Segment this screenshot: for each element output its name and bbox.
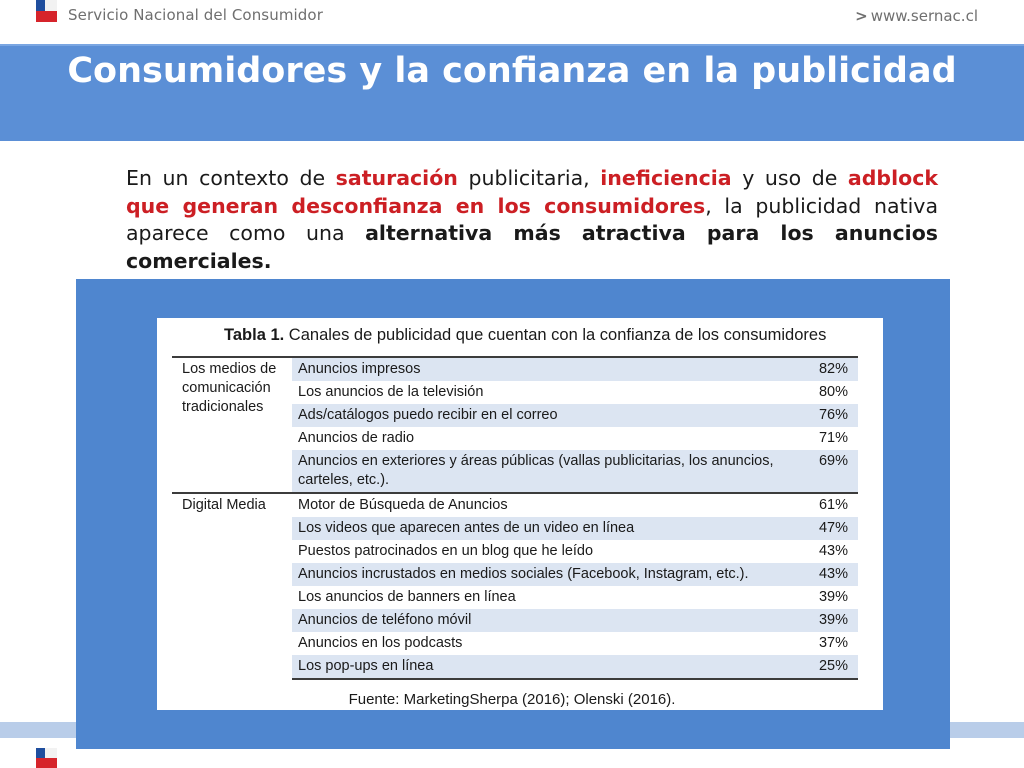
table-value-cell: 69% [792, 450, 858, 493]
table-row: Los pop-ups en línea 25% [172, 655, 858, 680]
para-highlight-adblock: adblock que generan desconfianza en los … [126, 166, 938, 218]
table-item-cell: Anuncios de radio [298, 430, 415, 446]
table-value-cell: 80% [818, 384, 848, 400]
table-value-cell: 71% [818, 430, 848, 446]
para-text-1: En un contexto de [126, 166, 336, 190]
table-row: Los anuncios de banners en línea 39% [172, 586, 858, 609]
table-item-cell: Los pop-ups en línea [292, 655, 792, 680]
para-highlight-saturacion: saturación [335, 166, 458, 190]
table-item-cell: Los anuncios de banners en línea [298, 589, 516, 605]
table-item-cell: Anuncios en exteriores y áreas públicas … [292, 450, 792, 493]
table-row: Anuncios en exteriores y áreas públicas … [172, 450, 858, 493]
slide-title: Consumidores y la confianza en la public… [67, 51, 957, 91]
table-caption: Tabla 1. Canales de publicidad que cuent… [224, 326, 826, 345]
table-value-cell: 82% [792, 356, 858, 381]
chile-flag-footer [36, 748, 57, 768]
table-caption-label: Tabla 1. [224, 326, 285, 344]
table-row: Los anuncios de la televisión 80% [172, 381, 858, 404]
table-value-cell: 43% [792, 563, 858, 586]
para-text-4: , la publicidad nativa aparece como una [126, 193, 939, 246]
table-value-cell: 25% [792, 655, 858, 680]
table-value-cell: 47% [792, 517, 858, 540]
table-source: Fuente: MarketingSherpa (2016); Olenski … [348, 691, 676, 708]
table-item-cell: Anuncios incrustados en medios sociales … [292, 563, 792, 586]
website-url[interactable]: > www.sernac.cl [855, 7, 978, 25]
table-value-cell: 76% [792, 404, 858, 427]
table-category-cell: Digital Media [172, 492, 292, 679]
table-value-cell: 43% [818, 543, 848, 559]
title-band [0, 44, 1024, 141]
table-item-cell: Ads/catálogos puedo recibir en el correo [292, 404, 792, 427]
table-row: Anuncios en los podcasts 37% [172, 632, 858, 655]
organization-name: Servicio Nacional del Consumidor [68, 6, 323, 24]
table-row: Anuncios incrustados en medios sociales … [172, 563, 858, 586]
table-item-cell: Los videos que aparecen antes de un vide… [292, 517, 792, 540]
table-caption-text: Canales de publicidad que cuentan con la… [284, 326, 827, 344]
intro-paragraph: En un contexto de saturación publicitari… [126, 165, 938, 275]
para-bold-alternativa: alternativa más atractiva para los anunc… [126, 221, 938, 273]
table-row: Anuncios de teléfono móvil 39% [172, 609, 858, 632]
table-value-cell: 39% [792, 609, 858, 632]
table-category-cell: Los medios de comunicación tradicionales [172, 356, 292, 493]
table-item-cell: Anuncios de teléfono móvil [292, 609, 792, 632]
table-item-cell: Anuncios en los podcasts [298, 635, 463, 651]
table-item-cell: Los anuncios de la televisión [298, 384, 484, 400]
website-url-text: www.sernac.cl [870, 7, 978, 25]
chevron-right-icon: > [855, 7, 868, 25]
table-row: Puestos patrocinados en un blog que he l… [172, 540, 858, 563]
table-item-cell: Puestos patrocinados en un blog que he l… [298, 543, 594, 559]
table-row: Ads/catálogos puedo recibir en el correo… [172, 404, 858, 427]
table-item-cell: Motor de Búsqueda de Anuncios [292, 492, 792, 517]
para-highlight-ineficiencia: ineficiencia [600, 166, 732, 190]
table-value-cell: 61% [792, 492, 858, 517]
chile-flag-logo [36, 0, 57, 22]
table-row: Los videos que aparecen antes de un vide… [172, 517, 858, 540]
table-row: Anuncios de radio 71% [172, 427, 858, 450]
table-item-cell: Anuncios impresos [292, 356, 792, 381]
trust-table: Los medios de comunicación tradicionales… [172, 356, 858, 680]
para-text-2: publicitaria, [457, 166, 601, 190]
table-row: Los medios de comunicación tradicionales… [172, 356, 858, 493]
table-row: Digital Media Motor de Búsqueda de Anunci… [172, 492, 858, 679]
table-value-cell: 37% [818, 635, 848, 651]
para-text-3: y uso de [731, 166, 848, 190]
table-value-cell: 39% [818, 589, 848, 605]
